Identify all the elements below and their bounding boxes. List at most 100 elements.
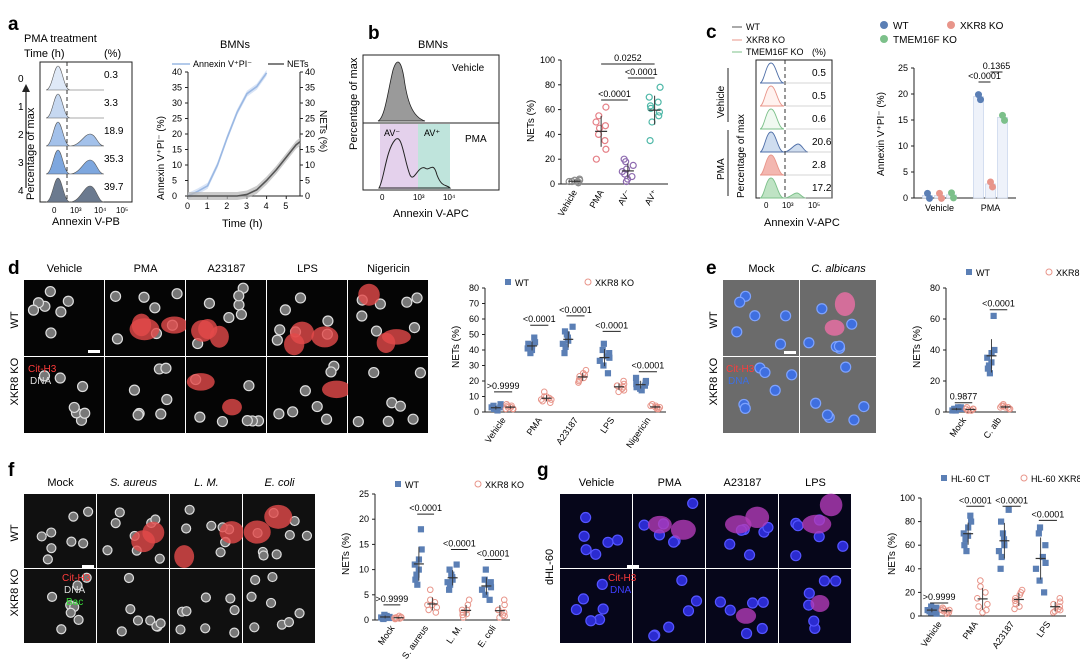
c-flow-xticks: 0 10³ 10⁵: [764, 201, 820, 210]
f-cell: [225, 593, 236, 604]
f-stain-2: DNA: [64, 585, 85, 596]
c-flow-pct: 20.6: [812, 137, 832, 148]
d-scatter-point: [620, 377, 627, 385]
a-time-ytick-right: 40: [305, 67, 315, 77]
g-scatter-point: [961, 542, 968, 549]
g-cell: [676, 574, 688, 586]
c-flow-curve: [759, 62, 785, 84]
g-cell: [756, 622, 768, 635]
a-time-ytick-right: 5: [305, 176, 310, 186]
a-time-ytick-right: 0: [305, 191, 310, 201]
a-hist-pct-label: 18.9: [104, 126, 124, 137]
g-scatter-point: [1042, 542, 1049, 549]
c-legend-xkr8: XKR8 KO: [746, 35, 785, 45]
f-net-region: [174, 545, 195, 568]
b-flow-top-label: Vehicle: [452, 63, 485, 74]
e-scatter-point: [990, 312, 997, 319]
d-scatter-ylabel: NETs (%): [451, 326, 462, 368]
d-cell: [374, 298, 386, 310]
c-bar-xtick: Vehicle: [925, 203, 954, 213]
a-time-ytick-left: 15: [172, 145, 182, 155]
d-cell: [76, 380, 89, 393]
f-scatter-point: [446, 566, 453, 573]
d-cell: [233, 290, 245, 302]
e-scatter-point: [968, 407, 975, 414]
panel-c: c WT XKR8 KO TMEM16F KO (%) 0.5 0.5 0.6 20.…: [706, 21, 1016, 229]
a-hist-curve: [45, 177, 105, 203]
d-cell: [216, 415, 229, 428]
e-scatter-legend-label: WT: [976, 268, 990, 278]
d-cell: [401, 296, 413, 308]
g-scatter-pval: <0.0001: [959, 495, 992, 505]
f-cell: [116, 626, 127, 637]
c-bar-point: [938, 194, 945, 202]
g-scatter-point: [997, 565, 1004, 572]
d-scatter-ytick: 50: [469, 330, 479, 340]
f-cell: [46, 591, 58, 602]
d-net-region: [222, 398, 242, 416]
b-point: [602, 145, 610, 153]
f-cell: [78, 538, 89, 549]
f-cell: [46, 543, 57, 554]
f-cell: [72, 580, 83, 591]
d-scatter-pval: <0.0001: [595, 320, 628, 330]
g-cell: [837, 540, 849, 552]
a-time-title: BMNs: [220, 39, 250, 51]
d-net-region: [290, 321, 315, 345]
d-scatter-point: [638, 387, 645, 394]
d-scatter-pval: <0.0001: [523, 314, 556, 324]
g-net-region: [670, 519, 696, 540]
a-hist-rows: 0 0.3 1 3.3 2 18.9 3 35.3 4 39.7: [18, 65, 124, 203]
d-cell: [38, 370, 51, 382]
d-net-region: [322, 380, 352, 399]
b-point: [647, 104, 655, 112]
f-cell: [250, 574, 261, 586]
a-time-ytick-left: 25: [172, 114, 182, 124]
b-point: [646, 137, 654, 145]
f-cell: [181, 523, 192, 534]
d-scatter-point: [632, 374, 640, 381]
f-scatter-point: [418, 546, 425, 553]
d-scatter-legend-label: WT: [515, 278, 529, 288]
a-time-ytick-left: 5: [172, 176, 177, 186]
f-scatter-chart: 0 5 10 15 20 25 NETs (%) Mock >0.9999 S. aureus <0…: [341, 480, 524, 661]
d-net-region: [161, 316, 188, 334]
b-point: [601, 122, 610, 130]
e-cell: [731, 326, 743, 338]
f-col-label: S. aureus: [110, 477, 158, 489]
d-cell: [382, 415, 394, 428]
d-cell: [138, 291, 150, 303]
c-flow-pct: 0.5: [812, 68, 826, 79]
d-col-label: Vehicle: [47, 263, 82, 275]
e-scatter-point: [986, 370, 993, 377]
e-scatter-ytick: 0: [935, 407, 940, 417]
d-scatter-legend-marker: [505, 279, 511, 285]
e-cell: [821, 409, 834, 421]
b-point: [595, 124, 604, 132]
b-pval: 0.0252: [614, 53, 642, 63]
f-cell: [294, 608, 305, 619]
g-scatter-point: [933, 610, 940, 617]
b-pval: <0.0001: [625, 67, 658, 77]
g-scatter-point: [1056, 606, 1064, 614]
b-point: [646, 102, 655, 110]
g-cell: [578, 530, 590, 542]
d-cell: [160, 362, 172, 374]
f-net-region: [264, 504, 293, 529]
a-time-ytick-right: 15: [305, 145, 315, 155]
d-scatter-point: [604, 370, 612, 377]
c-flow-curve: [759, 108, 785, 130]
g-scatter-ytick: 80: [905, 517, 915, 527]
b-point: [575, 175, 584, 183]
f-scatter-point: [478, 586, 486, 593]
f-scatter-point: [412, 576, 419, 583]
g-scatter-chart: 0 20 40 60 80 100 NETs (%) Vehicle >0.9999 PMA <0.…: [887, 474, 1080, 651]
a-hist-title-1: PMA treatment: [24, 33, 97, 45]
b-point: [622, 158, 630, 166]
e-cell: [759, 366, 771, 379]
c-flow-curve: [759, 177, 807, 199]
a-time-ytick-left: 40: [172, 67, 182, 77]
b-ytick: 20: [545, 154, 555, 164]
f-cell: [200, 592, 212, 603]
